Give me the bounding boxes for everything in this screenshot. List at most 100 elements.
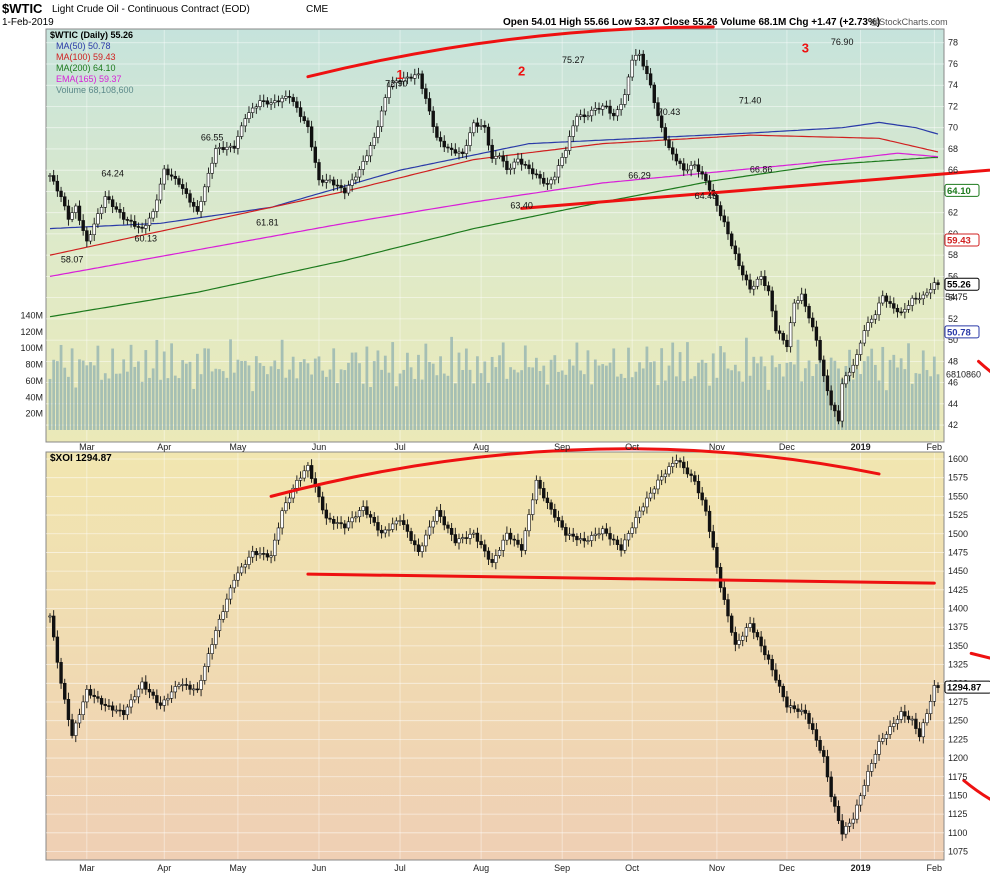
price1-tick-label: 48 bbox=[948, 356, 958, 366]
xoi-candle bbox=[807, 713, 811, 724]
xoi-candle bbox=[365, 506, 369, 515]
xoi-candle bbox=[645, 497, 649, 508]
xoi-candle bbox=[623, 539, 627, 551]
price-bars-wtic bbox=[48, 48, 940, 428]
xoi-candle bbox=[888, 726, 892, 735]
wtic-candle bbox=[807, 305, 811, 319]
wtic-candle bbox=[788, 322, 793, 348]
xoi-candle bbox=[199, 680, 203, 690]
xoi-candle bbox=[66, 698, 71, 720]
wtic-candle bbox=[77, 205, 82, 221]
volume-bar bbox=[571, 365, 575, 430]
wtic-candle bbox=[847, 371, 852, 377]
xoi-candle bbox=[494, 555, 498, 563]
wtic-candle bbox=[357, 169, 362, 178]
xoi-candle bbox=[744, 627, 749, 637]
volume-bar bbox=[752, 356, 756, 430]
wtic-candle bbox=[247, 112, 251, 119]
wtic-candle bbox=[917, 298, 922, 301]
xoi-candle bbox=[446, 524, 450, 529]
xoi-candle bbox=[936, 685, 940, 688]
xoi-candle bbox=[545, 497, 550, 503]
xoi-candle bbox=[799, 709, 804, 712]
volume-bar bbox=[498, 355, 501, 430]
xoi-candle bbox=[667, 466, 671, 475]
xoi-candle bbox=[435, 510, 439, 522]
volume-bar bbox=[431, 363, 435, 430]
xoi-candle bbox=[243, 564, 247, 568]
wtic-candle bbox=[774, 310, 778, 332]
xoi-candle bbox=[225, 598, 229, 612]
wave-label: 3 bbox=[802, 40, 809, 55]
wtic-candle bbox=[490, 144, 494, 159]
volume-bar bbox=[630, 377, 634, 430]
xoi-candle bbox=[107, 705, 111, 707]
price2-tick-label: 1450 bbox=[948, 566, 968, 576]
wtic-candle bbox=[63, 196, 67, 207]
volume-bar bbox=[336, 383, 339, 430]
volume-bar bbox=[807, 360, 811, 430]
xoi-candle bbox=[811, 723, 815, 730]
volume-bar bbox=[770, 355, 774, 430]
xoi-last-tag: 1294.87 bbox=[947, 683, 981, 694]
wtic-candle bbox=[833, 404, 837, 412]
volume-bar bbox=[155, 339, 159, 430]
xoi-candle bbox=[55, 636, 60, 663]
volume-bar bbox=[553, 355, 557, 430]
volume-bar bbox=[855, 369, 859, 430]
volume-bar bbox=[815, 364, 818, 430]
wtic-candle bbox=[409, 76, 413, 79]
wtic-candle bbox=[376, 126, 380, 138]
wtic-candle bbox=[844, 375, 848, 385]
xoi-candle bbox=[280, 510, 284, 529]
wtic-candle bbox=[203, 186, 207, 202]
volume-bar bbox=[89, 362, 92, 430]
wtic-candle bbox=[287, 96, 292, 98]
wtic-candle bbox=[508, 167, 513, 170]
xoi-candle bbox=[796, 708, 800, 712]
volume-bar bbox=[394, 386, 398, 430]
volume-bar bbox=[826, 376, 829, 430]
wtic-last-tag-box bbox=[944, 183, 980, 197]
xoi-candle bbox=[383, 529, 388, 534]
wtic-candle bbox=[851, 364, 855, 373]
volume-bar bbox=[210, 371, 214, 430]
volume-bar bbox=[413, 378, 417, 430]
volume-bar bbox=[601, 364, 605, 430]
wtic-candle bbox=[55, 180, 60, 192]
xoi-candle bbox=[682, 461, 686, 469]
volume-bar bbox=[299, 362, 302, 430]
price1-tick-label: 70 bbox=[948, 123, 958, 133]
volume-bar bbox=[560, 370, 564, 430]
wtic-candle bbox=[339, 185, 343, 189]
xoi-candle bbox=[221, 611, 225, 620]
xoi-candle bbox=[549, 502, 553, 510]
wtic-candle bbox=[188, 193, 192, 203]
xoi-candle bbox=[51, 615, 56, 638]
volume-bar bbox=[494, 367, 498, 430]
xoi-candle bbox=[140, 681, 144, 690]
volume-bar bbox=[892, 354, 896, 430]
wtic-candle bbox=[195, 206, 200, 212]
xoi-candle bbox=[759, 636, 763, 647]
xoi-candle bbox=[604, 528, 609, 534]
wtic-last-tag-box bbox=[944, 277, 980, 291]
xoi-candle bbox=[718, 567, 723, 588]
xoi-candle bbox=[641, 506, 645, 512]
wtic-candle bbox=[199, 201, 203, 212]
volume-bar bbox=[660, 348, 664, 430]
watermark: @StockCharts.com bbox=[870, 17, 948, 27]
wtic-candle bbox=[597, 107, 601, 110]
xoi-candle bbox=[217, 618, 222, 631]
wtic-candle bbox=[818, 339, 822, 361]
volume-bar bbox=[811, 376, 815, 430]
wtic-candle bbox=[431, 110, 435, 127]
wtic-candle bbox=[210, 162, 214, 174]
volume-bar bbox=[409, 367, 413, 430]
volume-bar bbox=[921, 350, 925, 430]
volume-tick-label: 120M bbox=[20, 327, 43, 337]
xoi-trendline bbox=[306, 572, 936, 585]
wtic-candle bbox=[538, 174, 542, 179]
wtic-candle bbox=[700, 171, 704, 175]
wtic-candle bbox=[759, 276, 763, 280]
